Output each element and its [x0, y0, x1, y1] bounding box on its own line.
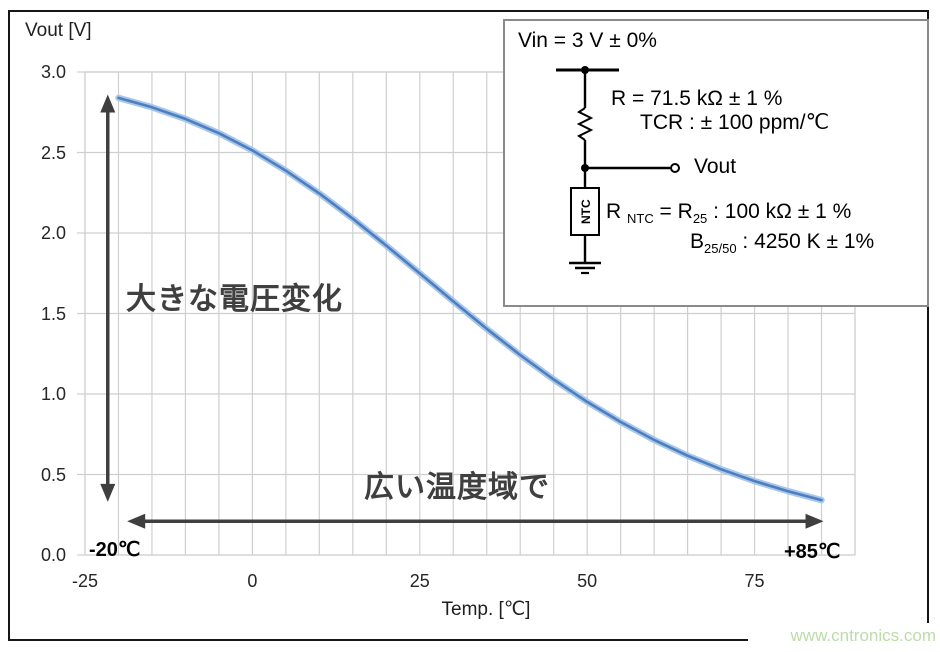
- y-axis-title: Vout [V]: [25, 20, 92, 41]
- y-tick-label: 1.0: [40, 384, 66, 404]
- x-tick-label: 75: [744, 571, 765, 591]
- resistor-zigzag-icon: [576, 107, 594, 141]
- temp-max-label: +85℃: [784, 541, 841, 563]
- y-tick-label: 3.0: [40, 62, 66, 82]
- temp-span-arrowhead-right: [805, 513, 824, 529]
- voltage-span-arrowhead-down: [100, 483, 116, 502]
- watermark: www.cntronics.com: [748, 623, 938, 649]
- ntc-box-label: NTC: [579, 199, 593, 224]
- y-tick-label: 2.5: [40, 142, 66, 163]
- annotation-wide-temp-range: 広い温度域で: [364, 471, 550, 504]
- temp-span-arrowhead-left: [127, 513, 146, 529]
- y-tick-label: 1.5: [40, 303, 66, 324]
- vout-terminal-label: Vout: [694, 155, 737, 178]
- ntc-resistance-spec-text: R NTC = R25 : 100 kΩ ± 1 %: [606, 200, 852, 227]
- ntc-bvalue-spec-text: B25/50 : 4250 K ± 1%: [690, 230, 875, 257]
- inset-circuit-box: NTC Vin = 3 V ± 0% R = 71.5 kΩ ± 1 % TCR…: [503, 19, 929, 307]
- node-dot-top: [581, 66, 589, 74]
- x-tick-label: 25: [409, 571, 430, 591]
- ntc-thermistor-box: [570, 187, 600, 236]
- voltage-span-arrowhead-up: [100, 94, 116, 113]
- vout-terminal-icon: [670, 163, 680, 173]
- resistor-tcr-spec-text: TCR : ± 100 ppm/℃: [640, 111, 830, 134]
- x-tick-label: -25: [71, 571, 98, 591]
- node-dot-vout: [581, 164, 589, 172]
- annotation-arrows: [100, 94, 824, 529]
- x-tick-label: 0: [247, 571, 258, 591]
- y-tick-label: 2.0: [40, 223, 66, 243]
- plot-border: [84, 71, 856, 556]
- x-axis-title: Temp. [℃]: [441, 599, 531, 620]
- y-tick-label: 0.5: [40, 464, 66, 485]
- vin-spec-text: Vin = 3 V ± 0%: [518, 29, 657, 52]
- circuit-schematic: NTC: [556, 66, 680, 275]
- vout-curve-typ: [117, 96, 823, 502]
- temp-min-label: -20℃: [89, 539, 141, 561]
- vout-curve: [115, 94, 825, 504]
- series-resistor-spec-text: R = 71.5 kΩ ± 1 %: [611, 87, 783, 110]
- y-tick-label: 0.0: [40, 545, 66, 565]
- annotation-large-voltage-change: 大きな電圧変化: [126, 283, 343, 316]
- x-tick-label: 50: [577, 571, 598, 591]
